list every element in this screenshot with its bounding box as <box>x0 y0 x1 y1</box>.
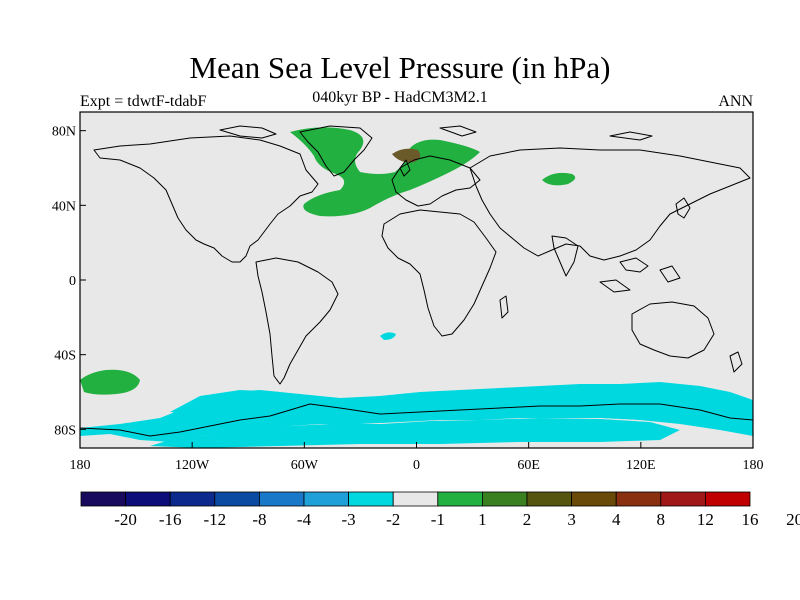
colorbar-label: 4 <box>612 510 621 529</box>
colorbar-label: -1 <box>431 510 445 529</box>
colorbar-swatch <box>392 491 439 507</box>
colorbar-label: 8 <box>657 510 666 529</box>
colorbar-label: -16 <box>159 510 182 529</box>
colorbar-swatch <box>571 491 617 507</box>
x-tick-label: 60E <box>517 458 540 473</box>
colorbar-swatch <box>169 491 216 507</box>
map-plot-area <box>80 112 753 448</box>
colorbar-label: 1 <box>478 510 487 529</box>
colorbar: -20 -16 -12 -8 -4 -3 -2 -1 1 2 3 4 8 12 16 20 <box>80 491 800 529</box>
colorbar-label: 16 <box>742 510 759 529</box>
colorbar-swatch <box>80 491 126 507</box>
x-tick-label: 120E <box>626 458 656 473</box>
india-outline <box>551 235 579 277</box>
japan-outline <box>675 197 691 219</box>
colorbar-swatch <box>705 491 751 507</box>
asia-outline <box>469 147 751 261</box>
x-tick-label: 0 <box>413 458 420 473</box>
colorbar-swatch <box>437 491 483 507</box>
antarctica-cyan-fill <box>150 418 680 448</box>
north-atlantic-high-anomaly <box>290 127 480 217</box>
coastlines <box>80 125 753 437</box>
madagascar-outline <box>499 295 509 319</box>
colorbar-label: 2 <box>523 510 532 529</box>
north-america-outline <box>93 135 319 263</box>
south-america-outline <box>255 257 339 385</box>
colorbar-swatch <box>258 491 305 507</box>
colorbar-label: -2 <box>386 510 400 529</box>
australia-outline <box>631 301 715 359</box>
colorbar-swatch <box>481 491 528 507</box>
y-axis: 80N 40N 0 40S 80S <box>52 125 86 438</box>
colorbar-label: -4 <box>297 510 312 529</box>
south-pacific-cyan-band <box>170 390 300 414</box>
y-tick-label: 0 <box>69 274 76 289</box>
map-title: Mean Sea Level Pressure (in hPa) <box>189 50 611 85</box>
uk-outline <box>399 159 411 177</box>
colorbar-swatch <box>303 491 349 507</box>
x-axis: 180 120W 60W 0 60E 120E 180 <box>70 442 764 473</box>
colorbar-swatch <box>526 491 572 507</box>
south-pacific-green-patch <box>80 369 140 395</box>
colorbar-label: 12 <box>697 510 714 529</box>
colorbar-label: -12 <box>203 510 226 529</box>
x-tick-label: 180 <box>70 458 91 473</box>
colorbar-swatch <box>348 491 394 507</box>
season-label: ANN <box>718 93 753 110</box>
africa-outline <box>381 209 497 337</box>
y-tick-label: 40N <box>52 199 76 214</box>
arctic-islands-outline <box>219 125 653 141</box>
colorbar-swatch <box>615 491 662 507</box>
greenland-outline <box>299 125 373 177</box>
europe-outline <box>391 155 481 207</box>
colorbar-label: 20 <box>786 510 800 529</box>
southeast-asia-islands-outline <box>599 257 681 293</box>
colorbar-label: 3 <box>567 510 576 529</box>
y-tick-label: 80N <box>52 125 76 140</box>
antarctica-outline <box>80 403 753 437</box>
colorbar-swatch <box>125 491 171 507</box>
colorbar-label: -3 <box>342 510 356 529</box>
small-cyan-patch-south-atlantic <box>380 332 396 340</box>
map-subtitle: 040kyr BP - HadCM3M2.1 <box>312 89 488 106</box>
experiment-label: Expt = tdwtF-tdabF <box>80 93 207 110</box>
y-tick-label: 40S <box>54 349 76 364</box>
colorbar-label: -8 <box>252 510 266 529</box>
x-tick-label: 180 <box>743 458 764 473</box>
colorbar-swatch <box>660 491 706 507</box>
siberia-green-patch <box>542 172 576 186</box>
x-tick-label: 120W <box>175 458 210 473</box>
y-tick-label: 80S <box>54 423 76 438</box>
north-atlantic-core-anomaly <box>392 148 421 163</box>
new-zealand-outline <box>729 351 743 373</box>
colorbar-swatch <box>214 491 260 507</box>
colorbar-label: -20 <box>114 510 137 529</box>
x-tick-label: 60W <box>291 458 319 473</box>
